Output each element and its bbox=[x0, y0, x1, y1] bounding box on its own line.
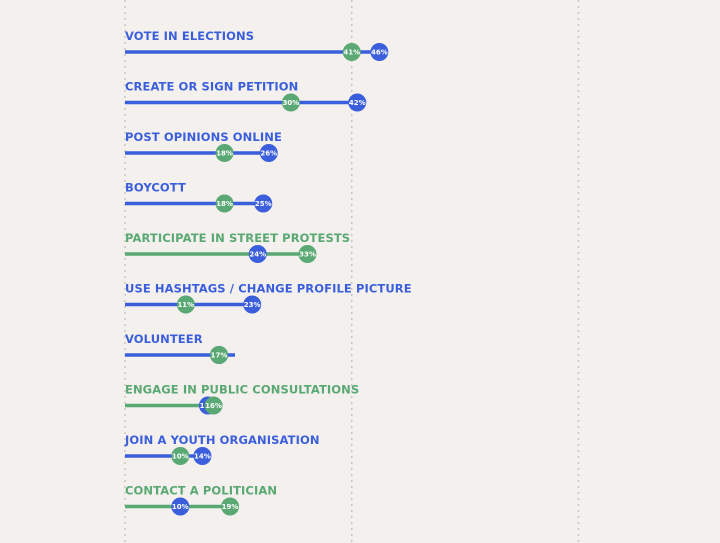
chart-row: CREATE OR SIGN PETITION 30% 42% bbox=[125, 80, 367, 112]
blue-value-dot bbox=[259, 144, 278, 162]
category-label: POST OPINIONS ONLINE bbox=[125, 130, 282, 144]
blue-value-dot bbox=[171, 497, 190, 516]
green-value-value-label: 10% bbox=[172, 453, 189, 461]
green-value-dot bbox=[342, 43, 361, 61]
green-value-dot bbox=[176, 295, 195, 314]
green-value-value-label: 18% bbox=[216, 200, 233, 208]
green-value-dot bbox=[171, 447, 190, 465]
blue-value-value-label: 42% bbox=[349, 99, 366, 107]
category-label: VOLUNTEER bbox=[125, 332, 203, 346]
green-value-dot bbox=[215, 144, 234, 162]
green-value-value-label: 16% bbox=[205, 402, 222, 410]
blue-value-value-label: 26% bbox=[260, 150, 277, 158]
category-label: CONTACT A POLITICIAN bbox=[125, 484, 277, 498]
category-label: BOYCOTT bbox=[125, 181, 186, 195]
blue-value-value-label: 23% bbox=[244, 301, 261, 309]
chart-row: PARTICIPATE IN STREET PROTESTS 24% 33% bbox=[125, 231, 350, 263]
category-label: PARTICIPATE IN STREET PROTESTS bbox=[125, 231, 350, 245]
blue-value-value-label: 24% bbox=[249, 251, 266, 259]
chart-row: VOLUNTEER 17% bbox=[125, 332, 236, 364]
green-value-value-label: 11% bbox=[177, 301, 194, 309]
blue-value-dot bbox=[248, 245, 267, 263]
blue-value-dot bbox=[254, 194, 273, 213]
green-value-dot bbox=[215, 194, 234, 213]
blue-value-value-label: 14% bbox=[194, 453, 211, 461]
green-value-value-label: 30% bbox=[283, 99, 300, 107]
green-value-value-label: 17% bbox=[211, 352, 228, 360]
category-label: CREATE OR SIGN PETITION bbox=[125, 80, 298, 94]
grid-lines bbox=[124, 0, 580, 543]
blue-value-dot bbox=[348, 93, 367, 112]
green-value-dot bbox=[204, 396, 223, 415]
chart-row: USE HASHTAGS / CHANGE PROFILE PICTURE 11%… bbox=[125, 282, 412, 314]
category-label: JOIN A YOUTH ORGANISATION bbox=[124, 433, 320, 447]
green-value-value-label: 41% bbox=[343, 49, 360, 57]
blue-value-dot bbox=[243, 295, 262, 314]
blue-value-dot bbox=[193, 447, 212, 465]
green-value-value-label: 19% bbox=[222, 503, 239, 511]
green-value-dot bbox=[210, 346, 229, 364]
chart-rows: VOTE IN ELECTIONS 41% 46% CREATE OR SIGN PE… bbox=[124, 29, 412, 516]
green-value-dot bbox=[221, 497, 240, 516]
category-label: ENGAGE IN PUBLIC CONSULTATIONS bbox=[125, 383, 359, 397]
chart-row: BOYCOTT 18% 25% bbox=[125, 181, 273, 213]
blue-value-value-label: 46% bbox=[371, 49, 388, 57]
chart-row: JOIN A YOUTH ORGANISATION 10% 14% bbox=[124, 433, 320, 465]
blue-value-value-label: 10% bbox=[172, 503, 189, 511]
chart-row: ENGAGE IN PUBLIC CONSULTATIONS15%16% bbox=[125, 383, 359, 415]
chart-row: POST OPINIONS ONLINE 18% 26% bbox=[125, 130, 282, 162]
green-value-value-label: 33% bbox=[299, 251, 316, 259]
blue-value-dot bbox=[370, 43, 389, 61]
category-label: USE HASHTAGS / CHANGE PROFILE PICTURE bbox=[125, 282, 412, 296]
chart-row: CONTACT A POLITICIAN 10% 19% bbox=[125, 484, 277, 516]
green-value-value-label: 18% bbox=[216, 150, 233, 158]
chart-row: VOTE IN ELECTIONS 41% 46% bbox=[125, 29, 389, 61]
blue-value-value-label: 25% bbox=[255, 200, 272, 208]
category-label: VOTE IN ELECTIONS bbox=[125, 29, 254, 43]
green-value-dot bbox=[298, 245, 317, 263]
green-value-dot bbox=[281, 93, 300, 112]
